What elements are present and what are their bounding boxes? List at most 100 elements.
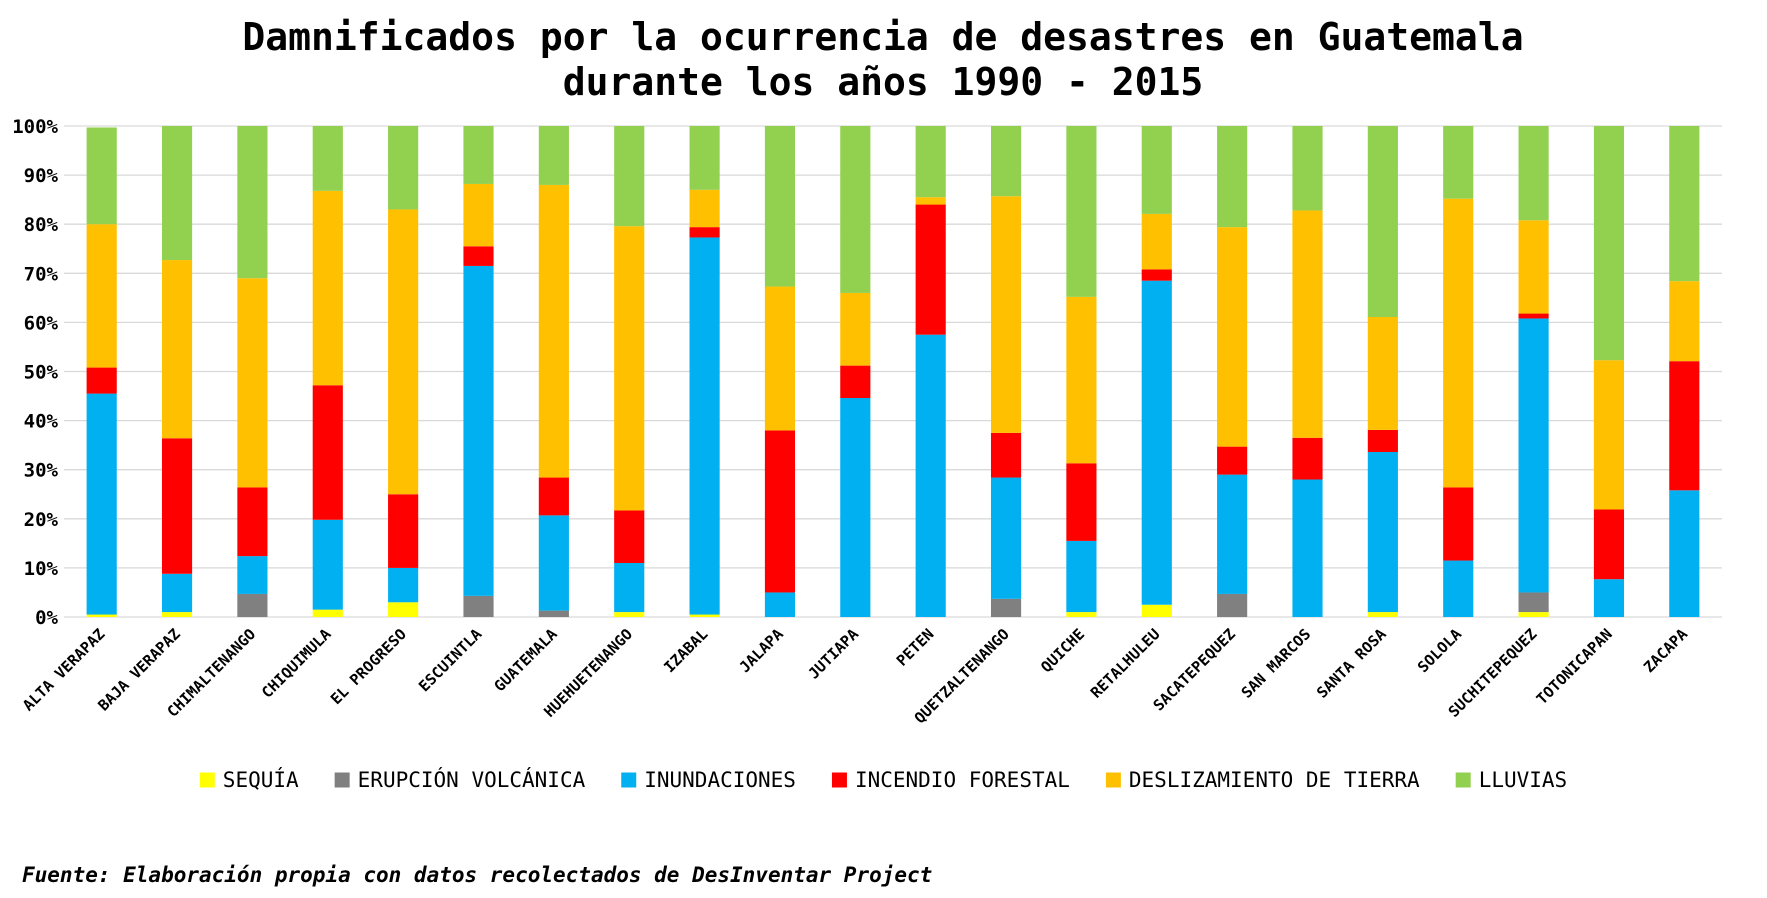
- bar-segment: [990, 477, 1022, 599]
- bar-segment: [764, 126, 796, 287]
- bar-segment: [1141, 280, 1172, 605]
- bar-segment: [86, 393, 117, 615]
- bar-segment: [1367, 429, 1398, 453]
- y-tick-label: 40%: [24, 411, 59, 433]
- bar-segment: [1443, 198, 1474, 488]
- y-tick-label: 0%: [35, 607, 58, 629]
- bar-segment: [161, 573, 193, 613]
- bar-segment: [1593, 579, 1625, 617]
- bar-segment: [614, 510, 645, 563]
- bar-segment: [1292, 126, 1323, 211]
- legend-label: LLUVIAS: [1479, 768, 1568, 792]
- bar-segment: [614, 562, 645, 613]
- bar-segment: [1593, 360, 1625, 510]
- bar-segment: [161, 438, 193, 574]
- y-axis-ticks: 0% 10% 20% 30% 40% 50% 60% 70% 80% 90% 100%: [12, 116, 58, 629]
- y-tick-label: 30%: [24, 460, 59, 482]
- bar-segment: [614, 612, 645, 617]
- bar-segment: [1669, 361, 1700, 491]
- bar-segment: [1367, 452, 1398, 613]
- legend-label: ERUPCIÓN VOLCÁNICA: [358, 767, 586, 792]
- bar-segment: [312, 126, 343, 191]
- bar-segment: [463, 126, 494, 184]
- bar-segment: [689, 126, 720, 190]
- bar-segment: [915, 334, 946, 617]
- bar-segment: [1593, 126, 1625, 361]
- bar-segment: [1066, 540, 1097, 613]
- bar-segment: [388, 494, 419, 568]
- bar-segment: [840, 292, 871, 366]
- chart-title-line-2: durante los años 1990 - 2015: [563, 60, 1204, 104]
- bar-segment: [463, 595, 494, 617]
- bar-segment: [312, 609, 343, 617]
- bar-segment: [463, 183, 494, 247]
- bar-segment: [1518, 313, 1549, 319]
- bar-segment: [538, 477, 569, 516]
- bar-segment: [990, 432, 1022, 478]
- bar-segment: [86, 224, 117, 368]
- bar-segment: [161, 126, 193, 261]
- legend: SEQUÍA ERUPCIÓN VOLCÁNICA INUNDACIONES INCE…: [199, 767, 1568, 792]
- bar-segment: [689, 614, 720, 617]
- bar-segment: [86, 614, 117, 617]
- bar-segment: [538, 126, 569, 185]
- bar-segment: [840, 398, 871, 617]
- bar-segment: [990, 126, 1022, 197]
- bar-segment: [1066, 296, 1097, 464]
- bar-segment: [538, 610, 569, 617]
- bar-segment: [1443, 126, 1474, 199]
- bar-segment: [1518, 318, 1549, 593]
- bar-segment: [1141, 269, 1172, 281]
- bar-segment: [1443, 560, 1474, 617]
- y-tick-label: 20%: [24, 509, 59, 531]
- bar-segment: [764, 430, 796, 593]
- bar-segment: [1292, 210, 1323, 438]
- bar-segment: [1292, 437, 1323, 480]
- bar-segment: [1217, 474, 1248, 594]
- legend-label: INUNDACIONES: [644, 768, 796, 792]
- bar-segment: [915, 197, 946, 205]
- legend-swatch: [1105, 772, 1121, 788]
- source-note: Fuente: Elaboración propia con datos rec…: [22, 863, 932, 887]
- bar-segment: [1518, 612, 1549, 617]
- bar-segment: [1066, 612, 1097, 617]
- bar-segment: [1066, 126, 1097, 297]
- bar-segment: [463, 246, 494, 266]
- bar-segment: [990, 196, 1022, 433]
- bar-segment: [1141, 213, 1172, 270]
- bar-segment: [1217, 593, 1248, 617]
- bar-segment: [1217, 446, 1248, 475]
- bar-segment: [1367, 126, 1398, 317]
- bar-segment: [614, 226, 645, 511]
- bar-segment: [764, 592, 796, 617]
- bar-segment: [1066, 463, 1097, 541]
- bar-segment: [764, 286, 796, 431]
- bar-segment: [237, 126, 268, 279]
- y-tick-label: 90%: [24, 165, 59, 187]
- bar-segment: [237, 556, 268, 594]
- legend-swatch: [621, 772, 637, 788]
- bar-segment: [538, 184, 569, 478]
- bar-segment: [1367, 612, 1398, 617]
- bar-segment: [1518, 220, 1549, 314]
- bar-segment: [312, 385, 343, 520]
- y-tick-label: 60%: [24, 312, 59, 334]
- bar-segment: [689, 227, 720, 238]
- bar-segment: [312, 519, 343, 610]
- legend-swatch: [1455, 772, 1471, 788]
- bar-segment: [1367, 316, 1398, 430]
- bar-segment: [689, 189, 720, 228]
- bar-segment: [1593, 509, 1625, 580]
- bar-segment: [86, 127, 117, 225]
- y-tick-label: 50%: [24, 362, 59, 384]
- bar-segment: [388, 602, 419, 617]
- bars: [86, 126, 1700, 617]
- legend-swatch: [334, 772, 350, 788]
- bar-segment: [1518, 126, 1549, 221]
- bar-segment: [915, 126, 946, 198]
- legend-label: SEQUÍA: [223, 767, 299, 792]
- bar-segment: [237, 278, 268, 488]
- bar-segment: [388, 567, 419, 603]
